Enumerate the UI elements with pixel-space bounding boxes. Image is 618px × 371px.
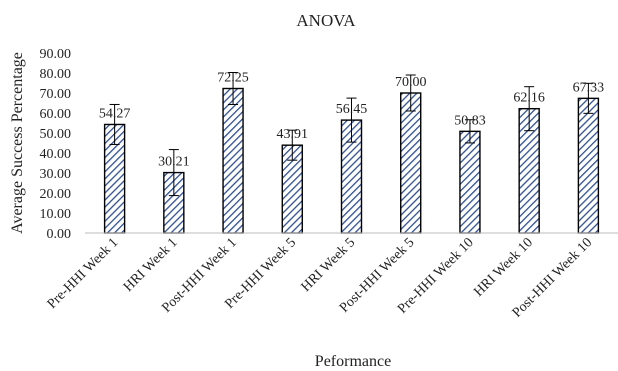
y-axis-label: Average Success Percentage <box>9 52 26 234</box>
data-label: 67.33 <box>573 80 605 95</box>
data-label: 30.21 <box>158 155 190 170</box>
error-bar <box>109 103 120 145</box>
error-bars-group <box>109 72 594 197</box>
bar <box>222 87 244 234</box>
bar <box>577 97 600 234</box>
y-tick-label: 80.00 <box>40 67 72 82</box>
data-label: 56.45 <box>336 102 368 117</box>
bars-group <box>103 87 600 234</box>
error-bar <box>346 97 357 143</box>
error-bar <box>287 129 298 161</box>
y-tick-label: 30.00 <box>40 167 72 182</box>
error-bar <box>464 119 475 144</box>
y-tick-label: 70.00 <box>40 87 72 102</box>
y-tick-label: 40.00 <box>40 147 72 162</box>
chart-title: ANOVA <box>296 11 356 30</box>
error-bar <box>228 72 239 105</box>
error-bar <box>583 82 594 114</box>
y-tick-label: 10.00 <box>40 207 72 222</box>
data-label: 62.16 <box>513 91 545 106</box>
y-tick-label: 20.00 <box>40 187 72 202</box>
error-bar <box>168 149 179 197</box>
bar <box>400 92 422 234</box>
y-tick-label: 90.00 <box>40 47 72 62</box>
data-label: 43.91 <box>277 127 309 142</box>
error-bar <box>405 74 416 112</box>
x-axis-label: Peformance <box>315 353 391 370</box>
y-tick-label: 0.00 <box>47 227 72 242</box>
bar <box>459 130 481 234</box>
data-label: 54.27 <box>99 106 131 121</box>
data-label: 50.83 <box>454 113 486 128</box>
y-axis-ticks: 0.00 10.00 20.00 30.00 40.00 50.00 60.00 70.00 8… <box>40 47 72 242</box>
x-tick-label: HRI Week 5 <box>299 235 359 295</box>
x-tick-label: HRI Week 1 <box>121 235 181 295</box>
y-tick-label: 50.00 <box>40 127 72 142</box>
x-tick-label: Pre-HHI Week 1 <box>45 235 122 312</box>
data-label: 70.00 <box>395 75 427 90</box>
value-labels-group: 54.27 30.21 72.25 43.91 56.45 70.00 50.83 62.16… <box>99 71 604 170</box>
error-bar <box>524 86 535 132</box>
x-tick-label: HRI Week 10 <box>471 235 536 300</box>
data-label: 72.25 <box>217 71 249 86</box>
y-tick-label: 60.00 <box>40 107 72 122</box>
